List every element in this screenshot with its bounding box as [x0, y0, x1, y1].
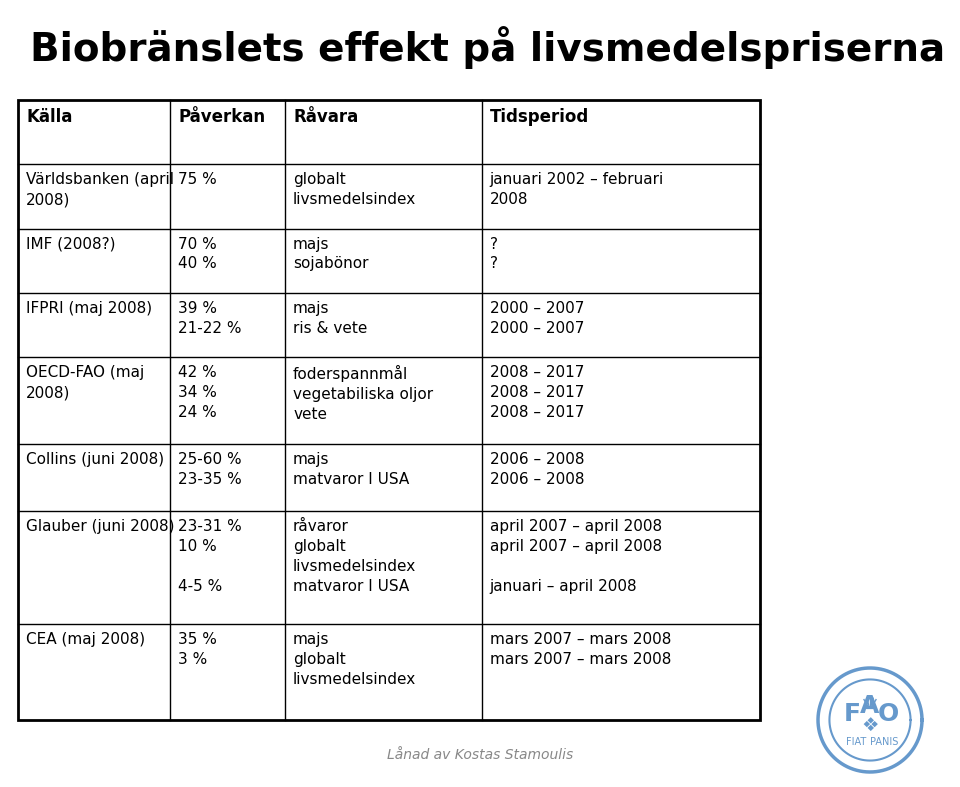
Text: OECD-FAO (maj
2008): OECD-FAO (maj 2008) — [26, 365, 144, 401]
Text: A: A — [860, 694, 879, 718]
Text: Collins (juni 2008): Collins (juni 2008) — [26, 453, 164, 467]
Text: 2000 – 2007
2000 – 2007: 2000 – 2007 2000 – 2007 — [490, 301, 584, 336]
Text: april 2007 – april 2008
april 2007 – april 2008

januari – april 2008: april 2007 – april 2008 april 2007 – apr… — [490, 519, 661, 593]
Text: FIAT: FIAT — [846, 737, 866, 747]
Text: råvaror
globalt
livsmedelsindex
matvaror I USA: råvaror globalt livsmedelsindex matvaror… — [293, 519, 417, 593]
Text: majs
sojabönor: majs sojabönor — [293, 237, 369, 272]
Text: 70 %
40 %: 70 % 40 % — [179, 237, 217, 272]
Text: PANIS: PANIS — [870, 737, 899, 747]
Text: Råvara: Råvara — [293, 108, 358, 126]
Text: 75 %: 75 % — [179, 172, 217, 187]
Text: O: O — [877, 702, 899, 726]
Text: 2008 – 2017
2008 – 2017
2008 – 2017: 2008 – 2017 2008 – 2017 2008 – 2017 — [490, 365, 584, 420]
Text: IFPRI (maj 2008): IFPRI (maj 2008) — [26, 301, 152, 316]
Text: Världsbanken (april
2008): Världsbanken (april 2008) — [26, 172, 174, 207]
Text: 42 %
34 %
24 %: 42 % 34 % 24 % — [179, 365, 217, 420]
Text: F: F — [844, 702, 860, 726]
Text: 23-31 %
10 %

4-5 %: 23-31 % 10 % 4-5 % — [179, 519, 242, 593]
Text: Biobränslets effekt på livsmedelspriserna: Biobränslets effekt på livsmedelsprisern… — [30, 27, 946, 69]
Text: globalt
livsmedelsindex: globalt livsmedelsindex — [293, 172, 417, 207]
Text: Tidsperiod: Tidsperiod — [490, 108, 589, 126]
Text: mars 2007 – mars 2008
mars 2007 – mars 2008: mars 2007 – mars 2008 mars 2007 – mars 2… — [490, 632, 671, 667]
Text: 35 %
3 %: 35 % 3 % — [179, 632, 217, 667]
Text: Glauber (juni 2008): Glauber (juni 2008) — [26, 519, 175, 534]
Text: majs
matvaror I USA: majs matvaror I USA — [293, 453, 409, 487]
Text: ❖: ❖ — [861, 715, 878, 734]
Bar — [18, 100, 760, 720]
Text: CEA (maj 2008): CEA (maj 2008) — [26, 632, 145, 648]
Text: 39 %
21-22 %: 39 % 21-22 % — [179, 301, 242, 336]
Text: IMF (2008?): IMF (2008?) — [26, 237, 115, 252]
Text: januari 2002 – februari
2008: januari 2002 – februari 2008 — [490, 172, 664, 207]
Text: majs
ris & vete: majs ris & vete — [293, 301, 368, 336]
Text: ?
?: ? ? — [490, 237, 497, 272]
Text: majs
globalt
livsmedelsindex: majs globalt livsmedelsindex — [293, 632, 417, 687]
Text: Påverkan: Påverkan — [179, 108, 265, 126]
Text: Källa: Källa — [26, 108, 72, 126]
Text: 2006 – 2008
2006 – 2008: 2006 – 2008 2006 – 2008 — [490, 453, 585, 487]
Text: Lånad av Kostas Stamoulis: Lånad av Kostas Stamoulis — [387, 748, 573, 762]
Text: 25-60 %
23-35 %: 25-60 % 23-35 % — [179, 453, 242, 487]
Text: foderspannmål
vegetabiliska oljor
vete: foderspannmål vegetabiliska oljor vete — [293, 365, 433, 422]
